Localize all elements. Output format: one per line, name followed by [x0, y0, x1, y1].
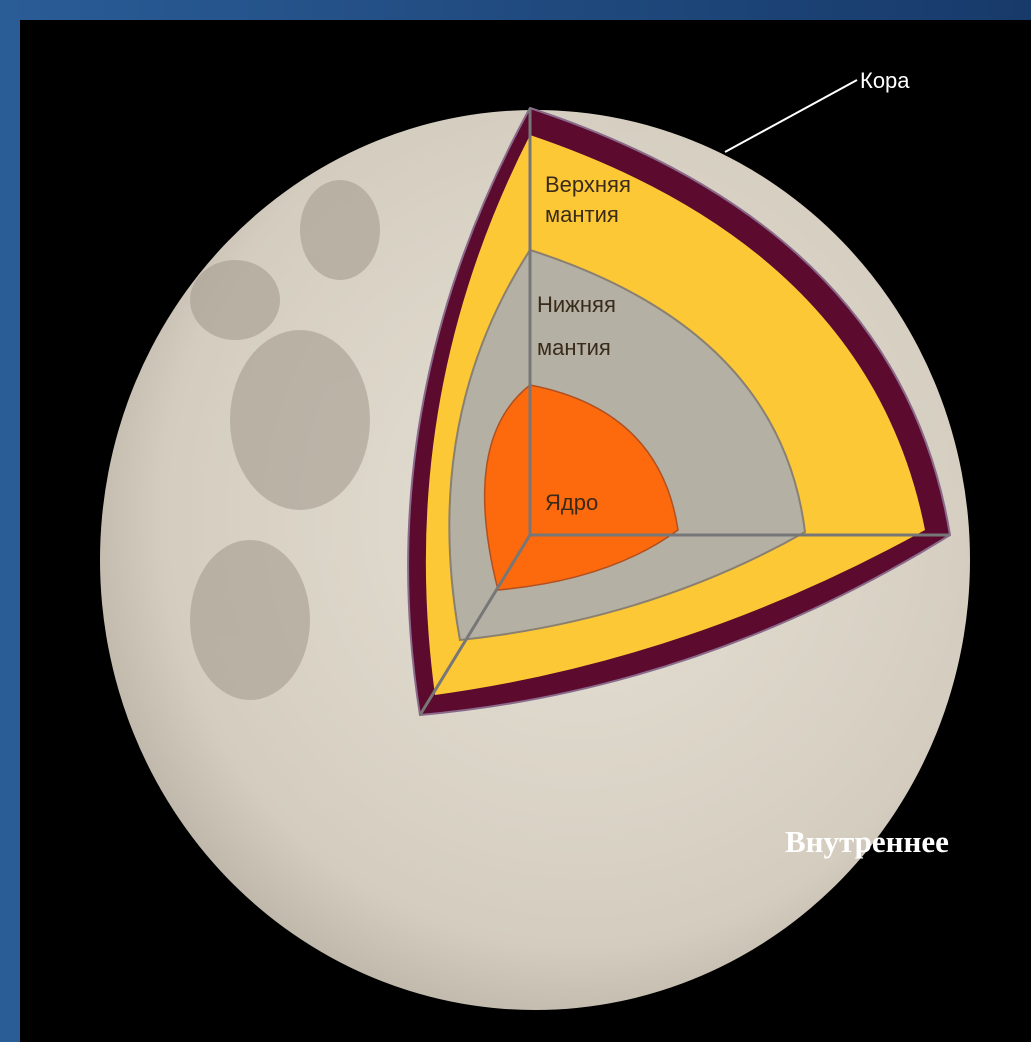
crust-label: Кора — [860, 68, 910, 93]
slide: Кора Верхняя мантия Нижняя мантия Ядро В… — [0, 0, 1031, 1042]
core-label: Ядро — [545, 490, 598, 515]
upper-mantle-label: мантия — [545, 202, 619, 227]
lower-mantle-label: Нижняя — [537, 292, 616, 317]
caption: Внутреннее — [785, 824, 949, 859]
lower-mantle-label: мантия — [537, 335, 611, 360]
upper-mantle-label: Верхняя — [545, 172, 631, 197]
page: {"labels": {"crust": "Кора", "upper_mant… — [0, 0, 1031, 1042]
